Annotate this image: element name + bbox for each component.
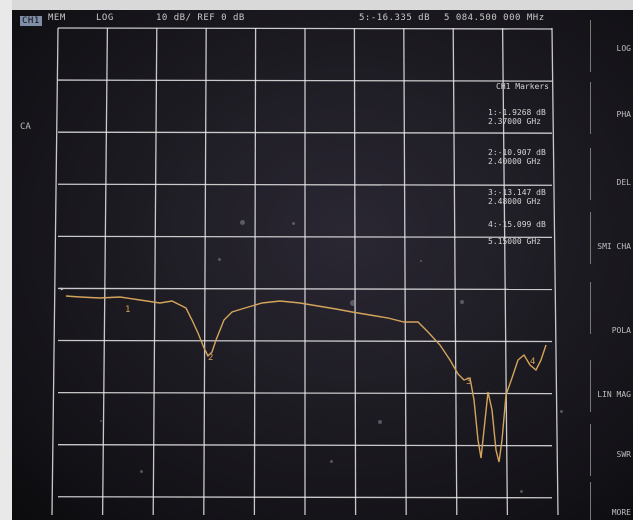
grid-hline: [57, 444, 553, 447]
screen-dust: [100, 420, 102, 422]
screen-dust: [460, 300, 464, 304]
marker-3-freq: 2.48000 GHz: [488, 197, 541, 206]
marker-1-freq: 2.37000 GHz: [488, 117, 541, 126]
marker-flag-4: 4: [530, 357, 535, 367]
marker-flag-2: 2: [208, 353, 213, 363]
grid-vline: [51, 27, 59, 516]
marker-flags: 1 2 3 4: [125, 305, 535, 387]
grid-vline: [353, 27, 357, 516]
softkey-delay[interactable]: DEL: [616, 178, 631, 187]
left-bezel: [0, 0, 12, 520]
reference-position-marker: ▸: [60, 284, 65, 293]
screen-dust: [218, 258, 221, 261]
grid-hline: [57, 183, 553, 186]
scale-label: 10 dB/ REF 0 dB: [156, 13, 245, 23]
softkey-frame: [590, 148, 633, 200]
softkey-menu: LOG PHA DEL SMI CHA POLA LIN MAG SWR MOR…: [580, 20, 633, 520]
softkey-swr[interactable]: SWR: [616, 450, 631, 459]
grid-vline: [501, 27, 509, 516]
marker-4-value: 4:-15.099 dB: [488, 220, 546, 229]
grid-hline: [57, 496, 553, 499]
softkey-lin-mag[interactable]: LIN MAG: [597, 390, 631, 399]
grid-hline: [57, 79, 553, 82]
screen-dust: [140, 470, 143, 473]
marker-3-value: 3:-13.147 dB: [488, 188, 546, 197]
grid-vline: [203, 27, 207, 516]
softkey-frame: [590, 360, 633, 412]
grid-hline: [57, 131, 553, 134]
softkey-frame: [590, 212, 633, 264]
grid-hline: [57, 339, 553, 343]
softkey-polar[interactable]: POLA: [611, 326, 631, 335]
screen-dust: [330, 460, 333, 463]
grid-vline: [253, 27, 257, 516]
grid-hline: [57, 287, 553, 291]
grid-vline: [152, 27, 158, 516]
softkey-frame: [590, 82, 633, 134]
format-label: MEM: [48, 13, 66, 23]
status-bar: CH1 MEM LOG 10 dB/ REF 0 dB 5:-16.335 dB…: [20, 13, 545, 26]
marker-flag-1: 1: [125, 305, 130, 315]
marker-flag-3: 3: [466, 377, 471, 387]
softkey-frame: [590, 424, 633, 476]
marker-frequency: 5 084.500 000 MHz: [444, 13, 545, 23]
screen-dust: [560, 410, 563, 413]
grid-vline: [551, 27, 559, 516]
softkey-more[interactable]: MORE: [611, 508, 631, 517]
softkey-smith-chart[interactable]: SMI CHA: [597, 242, 631, 251]
softkey-phase[interactable]: PHA: [616, 110, 631, 119]
grid-hline: [57, 235, 553, 238]
screen-dust: [420, 260, 422, 262]
screen-dust: [292, 222, 295, 225]
grid-vline: [101, 27, 109, 516]
trace-label: CA: [20, 122, 31, 132]
screen-dust: [378, 420, 382, 424]
s11-trace: [65, 295, 547, 463]
grid-hline: [57, 27, 553, 30]
marker-2-value: 2:-10.907 dB: [488, 148, 546, 157]
top-bezel: [0, 0, 633, 10]
marker-2-freq: 2.40000 GHz: [488, 157, 541, 166]
softkey-frame: [590, 20, 633, 72]
softkey-log-mag[interactable]: LOG: [616, 44, 631, 53]
grid-vline: [452, 27, 458, 516]
grid-hline: [57, 391, 553, 395]
screen-dust: [350, 300, 356, 306]
marker-4-freq: 5.15000 GHz: [488, 237, 541, 246]
grid-vline: [403, 27, 407, 516]
graticule: [51, 27, 559, 516]
scale-type-label: LOG: [96, 13, 114, 23]
marker-panel-title: CH1 Markers: [496, 82, 549, 91]
marker-1-value: 1:-1.9268 dB: [488, 108, 546, 117]
softkey-frame: [590, 482, 633, 520]
marker-readout: 5:-16.335 dB: [359, 13, 431, 23]
screen-dust: [520, 490, 523, 493]
softkey-frame: [590, 282, 633, 334]
screen-dust: [240, 220, 245, 225]
